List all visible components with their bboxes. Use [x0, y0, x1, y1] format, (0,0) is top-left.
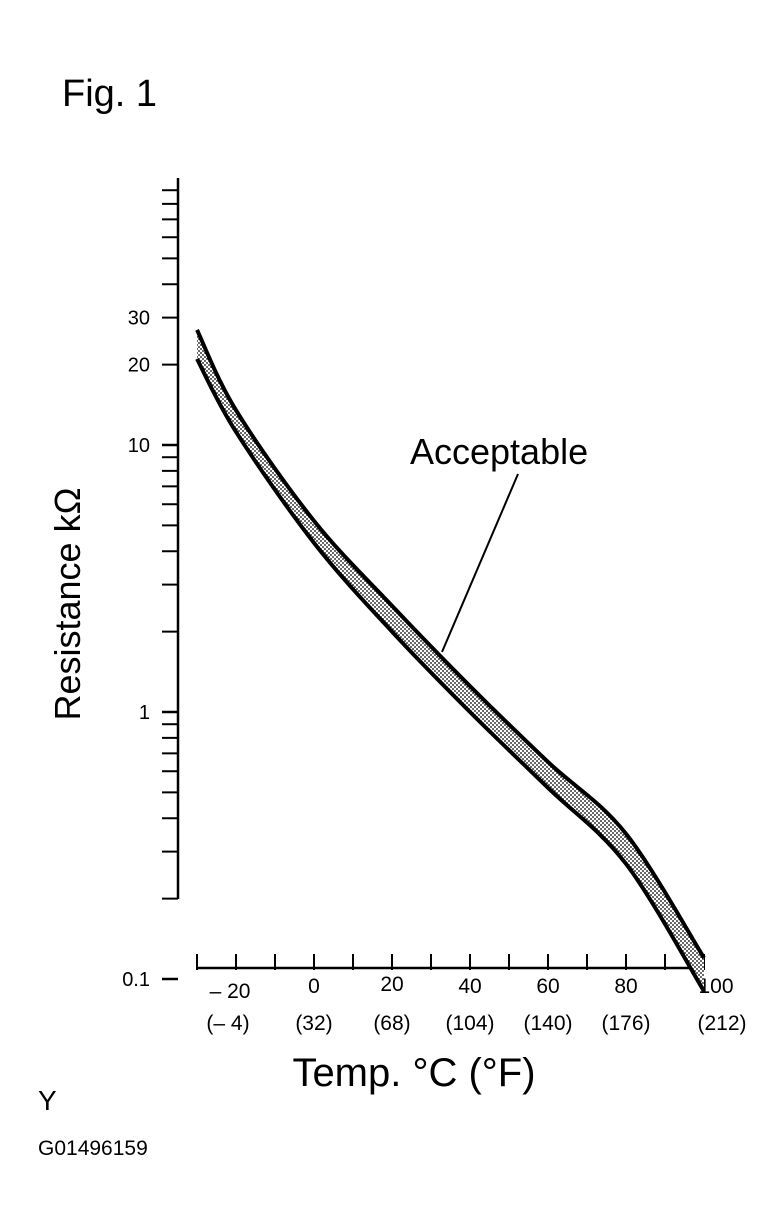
y-tick-label: 20: [128, 355, 150, 377]
x-tick-label-celsius: 80: [614, 975, 637, 998]
x-tick-label-fahrenheit: (212): [697, 1012, 746, 1035]
x-tick-label-celsius: 40: [458, 975, 481, 998]
x-tick-label-celsius: 100: [698, 975, 733, 998]
annotation-leader-line: [441, 473, 519, 653]
y-tick-label: 10: [128, 435, 150, 457]
y-tick-label: 1: [139, 702, 150, 724]
annotation-acceptable: Acceptable: [410, 431, 588, 472]
acceptable-band-fill: [197, 329, 704, 992]
x-tick-label-celsius: 20: [380, 973, 403, 996]
x-axis-label: Temp. °C (°F): [292, 1051, 535, 1095]
figure-code: G01496159: [38, 1137, 148, 1160]
x-tick-label-fahrenheit: (104): [445, 1012, 494, 1035]
acceptable-band-upper-curve: [195, 328, 706, 959]
footer-letter: Y: [38, 1085, 57, 1116]
x-tick-label-celsius: – 20: [210, 980, 251, 1003]
x-tick-label-fahrenheit: (176): [601, 1012, 650, 1035]
y-axis-label: Resistance kΩ: [47, 488, 88, 721]
band-layer: [195, 328, 706, 993]
x-axis: – 20 (– 4) 0 (32) 20 (68) 40 (104) 60 (140) 80 (176…: [196, 954, 747, 1035]
x-tick-label-celsius: 60: [536, 975, 559, 998]
y-axis: 0.1 1 10 20 30: [122, 178, 180, 991]
x-tick-label-fahrenheit: (68): [373, 1012, 410, 1035]
acceptable-band-lower-curve: [195, 358, 706, 993]
x-tick-label-fahrenheit: (32): [295, 1012, 332, 1035]
y-tick-label: 30: [128, 308, 150, 330]
figure-label: Fig. 1: [62, 73, 157, 115]
x-tick-label-celsius: 0: [308, 975, 320, 998]
y-tick-label: 0.1: [122, 969, 150, 991]
x-tick-label-fahrenheit: (140): [523, 1012, 572, 1035]
x-tick-label-fahrenheit: (– 4): [206, 1012, 249, 1035]
